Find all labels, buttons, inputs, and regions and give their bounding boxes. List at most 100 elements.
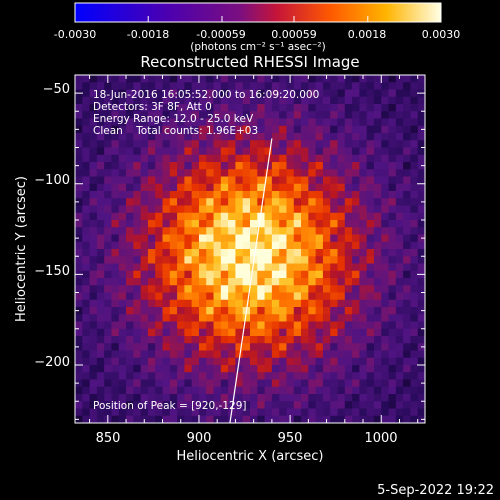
heatmap-cell	[191, 357, 200, 366]
heatmap-cell	[177, 191, 185, 199]
heatmap-cell	[395, 350, 404, 359]
heatmap-cell	[184, 227, 193, 235]
heatmap-cell	[264, 350, 273, 359]
heatmap-cell	[242, 75, 251, 83]
heatmap-cell	[395, 365, 404, 373]
heatmap-cell	[82, 278, 90, 286]
heatmap-cell	[322, 336, 331, 344]
heatmap-cell	[308, 104, 317, 112]
heatmap-cell	[279, 169, 287, 177]
heatmap-cell	[235, 205, 244, 214]
heatmap-cell	[403, 357, 411, 366]
heatmap-cell	[417, 205, 425, 214]
heatmap-cell	[337, 147, 346, 156]
heatmap-cell	[344, 321, 353, 330]
heatmap-cell	[250, 169, 258, 177]
heatmap-cell	[366, 401, 375, 409]
heatmap-cell	[293, 321, 302, 330]
heatmap-cell	[417, 75, 425, 83]
heatmap-cell	[147, 394, 156, 402]
heatmap-cell	[286, 307, 295, 315]
heatmap-cell	[308, 278, 317, 286]
heatmap-cell	[373, 343, 382, 351]
heatmap-cell	[373, 75, 382, 83]
heatmap-cell	[315, 96, 324, 105]
x-tick-label-850: 850	[96, 431, 121, 446]
heatmap-cell	[191, 191, 200, 199]
heatmap-cell	[286, 365, 295, 373]
heatmap-cell	[220, 205, 229, 214]
heatmap-cell	[169, 321, 178, 330]
heatmap-cell	[417, 386, 425, 395]
heatmap-cell	[75, 350, 83, 359]
heatmap-cell	[293, 89, 302, 98]
heatmap-cell	[257, 379, 265, 388]
heatmap-cell	[410, 125, 419, 134]
heatmap-cell	[315, 241, 324, 250]
heatmap-cell	[301, 263, 309, 272]
heatmap-cell	[315, 191, 324, 199]
heatmap-cell	[220, 125, 229, 134]
heatmap-cell	[198, 343, 207, 351]
heatmap-cell	[104, 307, 112, 315]
heatmap-cell	[271, 372, 280, 380]
heatmap-cell	[257, 140, 265, 148]
heatmap-cell	[359, 104, 368, 112]
heatmap-cell	[410, 118, 419, 127]
x-tick-label-1000: 1000	[364, 431, 397, 446]
heatmap-cell	[155, 198, 163, 206]
heatmap-cell	[75, 220, 83, 228]
heatmap-cell	[147, 96, 156, 105]
heatmap-cell	[271, 162, 280, 170]
heatmap-cell	[264, 343, 273, 351]
heatmap-cell	[242, 104, 251, 112]
heatmap-cell	[155, 408, 163, 417]
heatmap-cell	[169, 191, 178, 199]
heatmap-cell	[147, 321, 156, 330]
heatmap-cell	[344, 314, 353, 322]
heatmap-cell	[184, 321, 193, 330]
heatmap-cell	[315, 125, 324, 134]
heatmap-cell	[228, 401, 236, 409]
heatmap-cell	[191, 379, 200, 388]
heatmap-cell	[96, 386, 105, 395]
heatmap-cell	[271, 176, 280, 185]
heatmap-cell	[177, 212, 185, 221]
heatmap-cell	[206, 321, 214, 330]
heatmap-cell	[344, 401, 353, 409]
heatmap-cell	[395, 386, 404, 395]
heatmap-cell	[228, 343, 236, 351]
heatmap-cell	[293, 285, 302, 293]
heatmap-cell	[344, 408, 353, 417]
heatmap-cell	[279, 111, 287, 119]
heatmap-cell	[417, 183, 425, 192]
heatmap-cell	[177, 82, 185, 90]
heatmap-cell	[359, 154, 368, 163]
heatmap-cell	[388, 227, 397, 235]
heatmap-cell	[75, 82, 83, 90]
heatmap-cell	[82, 372, 90, 380]
heatmap-cell	[147, 133, 156, 141]
heatmap-cell	[177, 169, 185, 177]
heatmap-cell	[344, 162, 353, 170]
heatmap-cell	[177, 154, 185, 163]
heatmap-cell	[104, 328, 112, 337]
heatmap-cell	[184, 198, 193, 206]
heatmap-cell	[191, 82, 200, 90]
heatmap-cell	[293, 256, 302, 264]
heatmap-cell	[82, 234, 90, 243]
heatmap-cell	[395, 394, 404, 402]
heatmap-cell	[96, 176, 105, 185]
heatmap-cell	[359, 292, 368, 301]
heatmap-cell	[279, 82, 287, 90]
heatmap-cell	[359, 278, 368, 286]
heatmap-cell	[242, 234, 251, 243]
heatmap-cell	[301, 118, 309, 127]
heatmap-cell	[162, 191, 171, 199]
heatmap-cell	[118, 118, 127, 127]
heatmap-cell	[147, 314, 156, 322]
heatmap-cell	[337, 118, 346, 127]
heatmap-cell	[228, 220, 236, 228]
heatmap-cell	[191, 263, 200, 272]
heatmap-cell	[337, 270, 346, 279]
